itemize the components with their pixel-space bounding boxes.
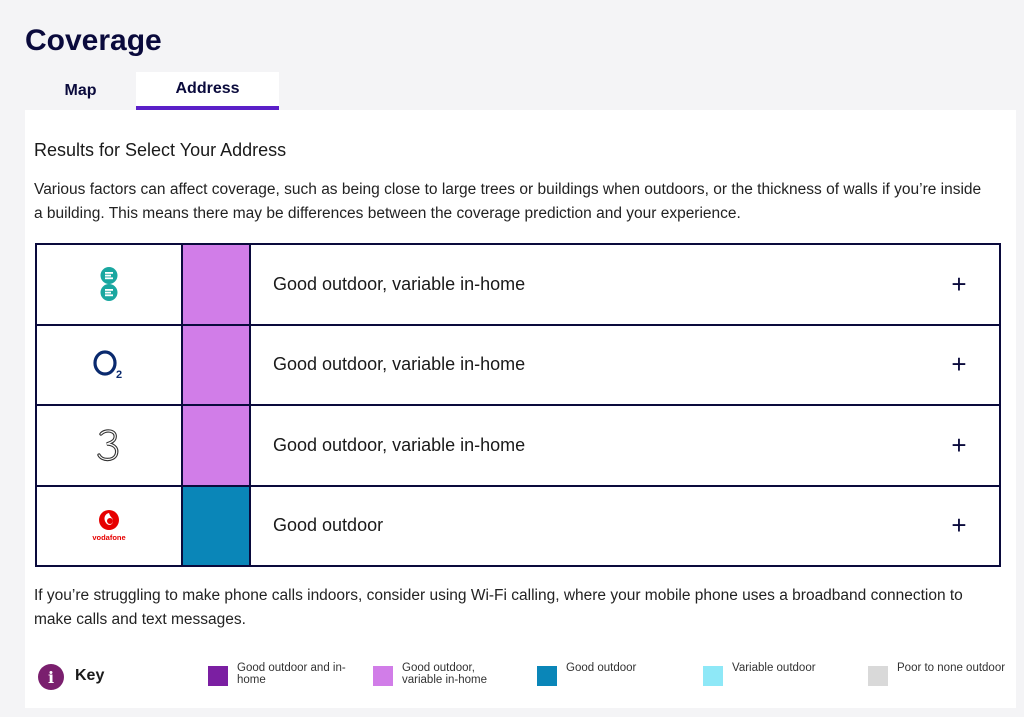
legend-swatch bbox=[208, 666, 228, 686]
expand-plus-icon[interactable]: + bbox=[951, 429, 967, 460]
expand-plus-icon[interactable]: + bbox=[951, 268, 967, 299]
legend-swatch bbox=[537, 666, 557, 686]
wifi-calling-note: If you’re struggling to make phone calls… bbox=[34, 587, 963, 628]
page-title: Coverage bbox=[25, 24, 162, 57]
legend-item: Poor to none outdoor bbox=[868, 662, 1007, 686]
vodafone-logo-icon: vodafone bbox=[92, 509, 126, 542]
coverage-swatch bbox=[183, 406, 251, 485]
legend-swatch bbox=[703, 666, 723, 686]
legend-swatch bbox=[373, 666, 393, 686]
svg-text:vodafone: vodafone bbox=[92, 533, 125, 542]
coverage-label: Good outdoor, variable in-home bbox=[273, 434, 526, 455]
legend-item: Variable outdoor bbox=[703, 662, 842, 686]
three-logo-icon bbox=[97, 429, 119, 462]
tab-map[interactable]: Map bbox=[64, 82, 97, 99]
legend-label: Poor to none outdoor bbox=[897, 662, 1006, 674]
operator-coverage-table: Good outdoor, variable in-home + 2 Good … bbox=[35, 243, 1001, 567]
legend-item: Good outdoor, variable in-home bbox=[373, 662, 512, 686]
coverage-swatch bbox=[183, 325, 251, 404]
coverage-label: Good outdoor, variable in-home bbox=[273, 273, 526, 294]
operator-row-ee[interactable]: Good outdoor, variable in-home + bbox=[37, 245, 999, 326]
coverage-key: i Key Good outdoor and in-home Good outd… bbox=[38, 662, 1008, 696]
tab-address[interactable]: Address bbox=[136, 72, 279, 110]
legend-label: Good outdoor and in-home bbox=[237, 662, 346, 686]
info-icon[interactable]: i bbox=[38, 664, 64, 690]
operator-logo-cell bbox=[37, 406, 183, 485]
ee-logo-icon bbox=[100, 267, 118, 302]
operator-row-vodafone[interactable]: vodafone Good outdoor + bbox=[37, 486, 999, 565]
legend-label: Good outdoor bbox=[566, 662, 637, 674]
o2-logo-icon: 2 bbox=[93, 350, 122, 380]
legend-label: Good outdoor, variable in-home bbox=[402, 662, 488, 686]
legend-swatch bbox=[868, 666, 888, 686]
expand-plus-icon[interactable]: + bbox=[951, 349, 967, 380]
legend-item: Good outdoor bbox=[537, 662, 676, 686]
results-panel: Results for Select Your Address Various … bbox=[25, 110, 1016, 708]
operator-row-three[interactable]: Good outdoor, variable in-home + bbox=[37, 406, 999, 487]
operator-row-o2[interactable]: 2 Good outdoor, variable in-home + bbox=[37, 325, 999, 406]
legend-item: Good outdoor and in-home bbox=[208, 662, 347, 686]
coverage-swatch bbox=[183, 245, 251, 324]
legend-label: Variable outdoor bbox=[732, 662, 816, 674]
coverage-swatch bbox=[183, 486, 251, 565]
coverage-label: Good outdoor bbox=[273, 515, 384, 536]
key-label: Key bbox=[75, 667, 105, 684]
operator-logo-cell: vodafone bbox=[37, 486, 183, 565]
coverage-disclaimer: Various factors can affect coverage, suc… bbox=[34, 181, 982, 222]
svg-text:2: 2 bbox=[116, 369, 122, 380]
coverage-label: Good outdoor, variable in-home bbox=[273, 354, 526, 375]
expand-plus-icon[interactable]: + bbox=[951, 510, 967, 541]
operator-logo-cell: 2 bbox=[37, 325, 183, 404]
results-title: Results for Select Your Address bbox=[34, 140, 287, 160]
tab-bar: Map Address bbox=[25, 72, 279, 110]
operator-logo-cell bbox=[37, 245, 183, 324]
